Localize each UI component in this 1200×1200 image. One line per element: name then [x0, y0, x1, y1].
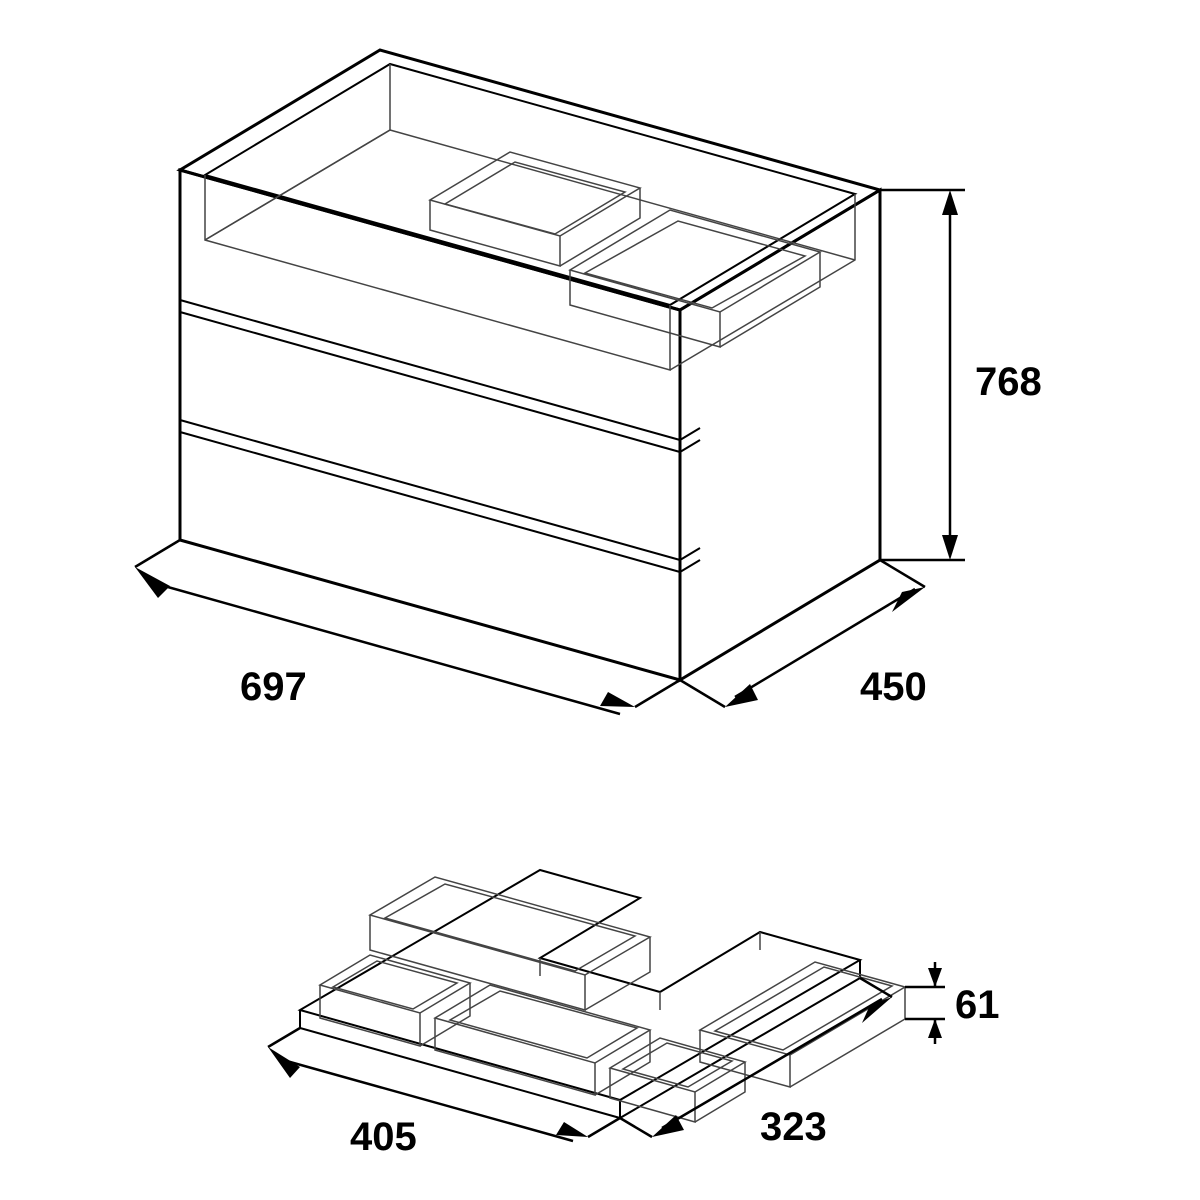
cabinet-drawing: 697 450 768	[135, 50, 1042, 714]
dim-61-label: 61	[955, 983, 1000, 1027]
dimension-450: 450	[680, 560, 927, 709]
dim-323-label: 323	[760, 1105, 827, 1149]
dimension-405: 405	[268, 1028, 620, 1159]
dimension-697: 697	[135, 540, 680, 714]
dimension-61: 61	[905, 962, 1000, 1044]
dim-768-label: 768	[975, 360, 1042, 404]
dim-697-label: 697	[240, 665, 307, 709]
tray-drawing: 405 323 61	[268, 870, 1000, 1159]
dim-405-label: 405	[350, 1115, 417, 1159]
dimension-323: 323	[620, 978, 892, 1149]
technical-drawing: 697 450 768	[0, 0, 1200, 1200]
dim-450-label: 450	[860, 665, 927, 709]
dimension-768: 768	[880, 190, 1042, 560]
